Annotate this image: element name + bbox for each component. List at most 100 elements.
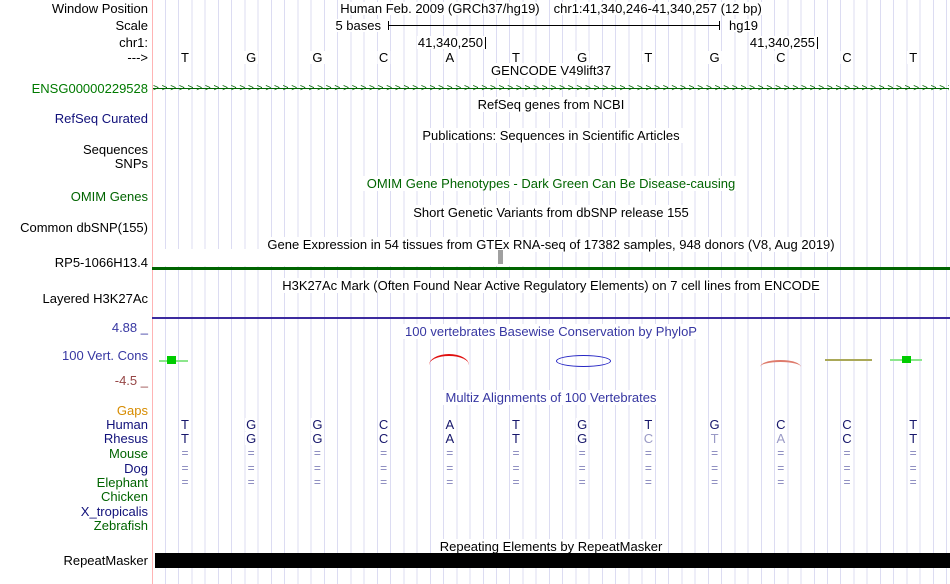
chrom-label: chr1: — [119, 35, 148, 50]
track-label-layered-h3k27ac[interactable]: Layered H3K27Ac — [42, 291, 148, 306]
alignment-cell: T — [180, 431, 190, 446]
alignment-cell: C — [377, 431, 390, 446]
track-label-rp5-gene[interactable]: RP5-1066H13.4 — [54, 255, 148, 270]
alignment-cell: = — [710, 475, 720, 489]
alignment-cell: T — [511, 417, 521, 432]
alignment-cell: C — [642, 431, 655, 446]
sequence-base: C — [376, 50, 391, 65]
alignment-cell: = — [908, 446, 918, 460]
gtex-expression-band — [153, 249, 535, 266]
species-label-elephant[interactable]: Elephant — [96, 475, 148, 490]
alignment-cell: = — [842, 446, 852, 460]
window-position-label: Window Position — [51, 1, 148, 16]
track-title-gencode[interactable]: GENCODE V49lift37 — [152, 63, 950, 78]
scale-value: 5 bases — [332, 19, 384, 32]
conservation-arc — [429, 354, 469, 365]
alignment-cell: G — [576, 431, 589, 446]
track-label-sequences[interactable]: Sequences — [82, 142, 148, 157]
track-title-h3k27ac[interactable]: H3K27Ac Mark (Often Found Near Active Re… — [152, 278, 950, 293]
track-title-multiz[interactable]: Multiz Alignments of 100 Vertebrates — [152, 390, 950, 405]
alignment-cell: = — [511, 446, 521, 460]
track-title-gtex[interactable]: Gene Expression in 54 tissues from GTEx … — [152, 237, 950, 252]
track-label-omim-genes[interactable]: OMIM Genes — [70, 189, 148, 204]
alignment-cell: = — [379, 446, 389, 460]
coordinate-tick-label: 41,340,250 — [416, 35, 484, 50]
alignment-cell: T — [709, 431, 720, 446]
sequence-base: G — [575, 50, 590, 65]
track-label-100-vert-cons[interactable]: 100 Vert. Cons — [62, 348, 148, 363]
alignment-cell: = — [312, 475, 322, 489]
alignment-cell: G — [245, 431, 258, 446]
track-title-publications[interactable]: Publications: Sequences in Scientific Ar… — [152, 128, 950, 143]
sequence-base: G — [310, 50, 325, 65]
track-label-common-dbsnp[interactable]: Common dbSNP(155) — [20, 220, 148, 235]
sequence-base: C — [840, 50, 854, 65]
gene-model-arrows[interactable]: >>>>>>>>>>>>>>>>>>>>>>>>>>>>>>>>>>>>>>>>… — [153, 82, 949, 95]
alignment-cell: = — [908, 475, 918, 489]
alignment-cell: = — [312, 461, 322, 475]
species-label-rhesus[interactable]: Rhesus — [103, 431, 148, 446]
species-label-x_tropicalis[interactable]: X_tropicalis — [80, 504, 148, 519]
strand-direction-label[interactable]: ---> — [127, 50, 148, 65]
coordinate-tick-mark — [485, 37, 486, 49]
species-label-zebrafish[interactable]: Zebrafish — [93, 518, 148, 533]
track-label-snps[interactable]: SNPs — [114, 156, 148, 171]
position-header: Human Feb. 2009 (GRCh37/hg19) chr1:41,34… — [152, 2, 950, 15]
species-label-mouse[interactable]: Mouse — [108, 446, 148, 461]
track-label-gaps[interactable]: Gaps — [116, 403, 148, 418]
alignment-cell: = — [776, 446, 786, 460]
alignment-cell: = — [643, 446, 653, 460]
species-label-dog[interactable]: Dog — [124, 461, 148, 476]
conservation-rect — [902, 356, 911, 363]
alignment-cell: = — [511, 461, 521, 475]
alignment-cell: = — [180, 475, 190, 489]
species-label-chicken[interactable]: Chicken — [101, 489, 148, 504]
alignment-cell: C — [775, 417, 787, 432]
alignment-cell: = — [710, 446, 720, 460]
alignment-cell: = — [246, 446, 256, 460]
alignment-cell: = — [246, 475, 256, 489]
track-title-omim[interactable]: OMIM Gene Phenotypes - Dark Green Can Be… — [152, 176, 950, 191]
track-label-repeatmasker[interactable]: RepeatMasker — [63, 553, 148, 568]
label-track-divider — [152, 0, 153, 584]
alignment-cell: = — [379, 475, 389, 489]
alignment-cell: G — [576, 417, 589, 432]
track-title-refseq[interactable]: RefSeq genes from NCBI — [152, 97, 950, 112]
rp5-gene-line[interactable] — [152, 267, 950, 270]
coordinate-tick-label: 41,340,255 — [748, 35, 816, 50]
sequence-base: T — [179, 50, 191, 65]
track-label-refseq-curated[interactable]: RefSeq Curated — [54, 111, 148, 126]
gtex-expression-bar[interactable] — [498, 250, 503, 264]
conservation-min-label: -4.5 _ — [114, 373, 148, 388]
scale-bar — [388, 21, 720, 30]
repeatmasker-element-bar[interactable] — [155, 553, 950, 568]
conservation-arc — [760, 360, 801, 367]
alignment-cell: = — [379, 461, 389, 475]
track-title-dbsnp[interactable]: Short Genetic Variants from dbSNP releas… — [152, 205, 950, 220]
sequence-base: G — [244, 50, 259, 65]
alignment-cell: G — [311, 431, 324, 446]
alignment-cell: = — [445, 475, 455, 489]
sequence-base: A — [443, 50, 457, 65]
alignment-cell: T — [908, 431, 919, 446]
alignment-cell: = — [312, 446, 322, 460]
alignment-cell: = — [842, 475, 852, 489]
alignment-cell: T — [643, 417, 654, 432]
alignment-cell: = — [577, 446, 587, 460]
sequence-base: T — [642, 50, 655, 65]
alignment-cell: = — [643, 461, 653, 475]
alignment-cell: C — [841, 431, 853, 446]
scale-label: Scale — [115, 18, 148, 33]
sequence-base: C — [774, 50, 788, 65]
alignment-cell: A — [444, 417, 456, 432]
range-label: chr1:41,340,246-41,340,257 (12 bp) — [551, 1, 764, 16]
alignment-cell: C — [377, 417, 390, 432]
alignment-cell: G — [311, 417, 324, 432]
species-label-human[interactable]: Human — [106, 417, 148, 432]
gene-label-ensg[interactable]: ENSG00000229528 — [31, 81, 148, 96]
alignment-cell: = — [180, 446, 190, 460]
track-title-conservation[interactable]: 100 vertebrates Basewise Conservation by… — [152, 324, 950, 339]
track-title-repeatmasker[interactable]: Repeating Elements by RepeatMasker — [152, 539, 950, 554]
